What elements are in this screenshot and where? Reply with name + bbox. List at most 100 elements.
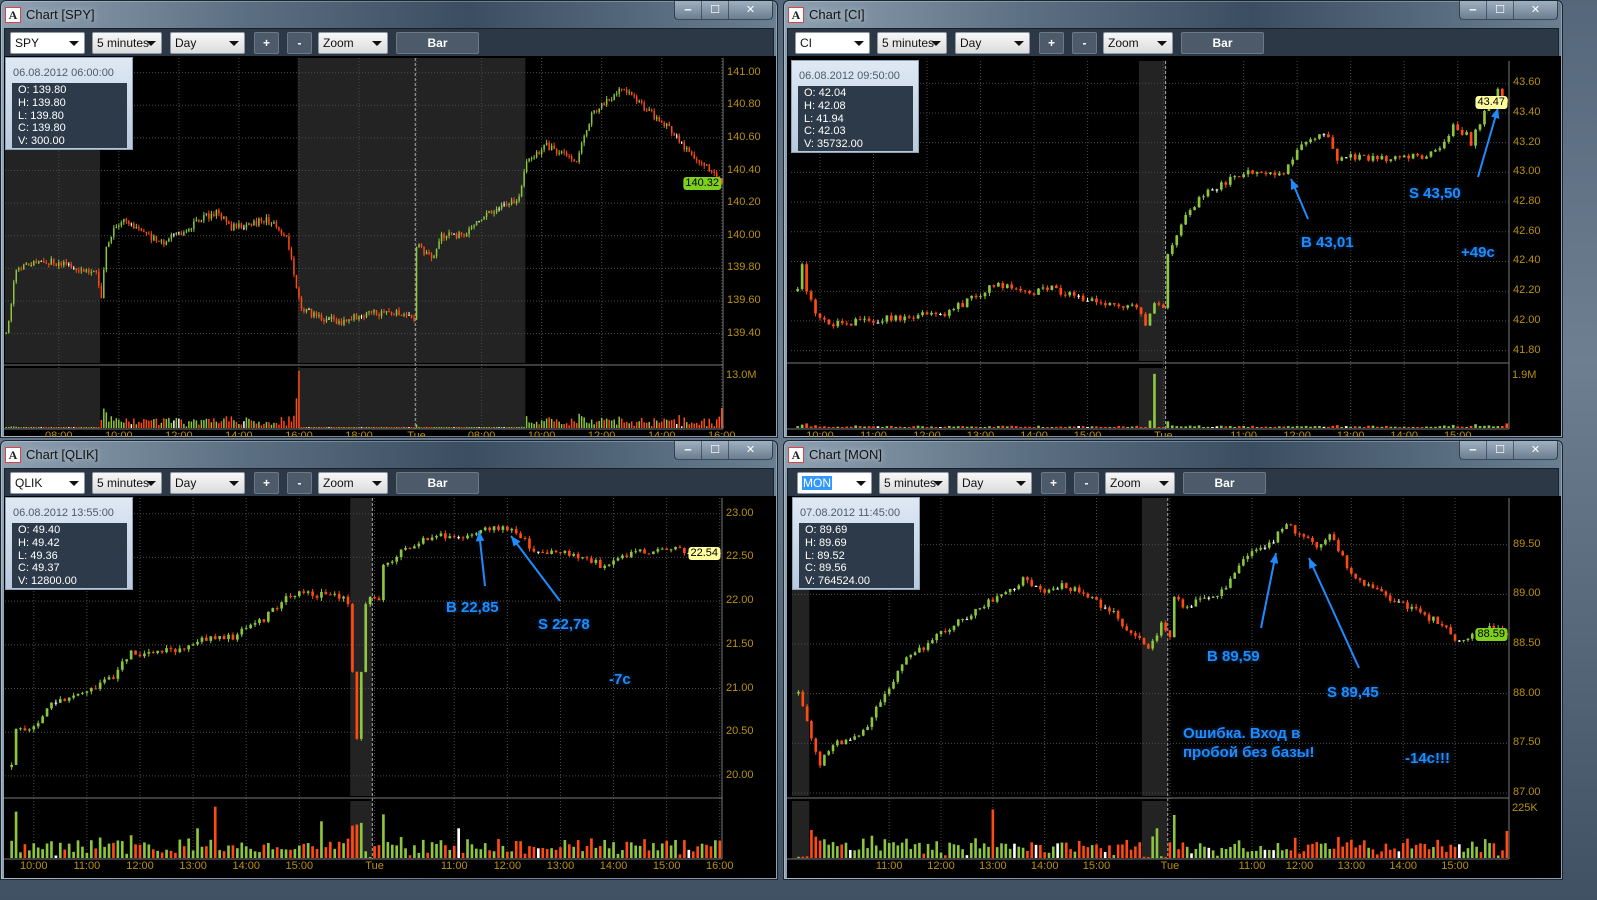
volume-bar <box>468 427 470 428</box>
chart-type-button[interactable]: Bar <box>396 472 479 494</box>
chart-type-button[interactable]: Bar <box>1181 32 1264 54</box>
range-select[interactable]: Day <box>957 472 1032 494</box>
maximize-button[interactable]: ☐ <box>1487 1 1514 19</box>
zoom-select[interactable]: Zoom <box>318 32 388 54</box>
candle <box>183 232 185 236</box>
title-bar[interactable]: A Chart [QLIK] ‒ ☐ ✕ <box>1 441 777 468</box>
minimize-button[interactable]: ‒ <box>1460 1 1487 19</box>
chart-type-button[interactable]: Bar <box>1183 472 1266 494</box>
candle <box>1041 287 1045 289</box>
zoom-in-button[interactable]: + <box>254 472 279 494</box>
volume-bar <box>1026 850 1029 858</box>
interval-select[interactable]: 5 minutes <box>877 32 947 54</box>
candle <box>879 702 882 707</box>
candle <box>603 103 605 105</box>
symbol-select[interactable]: QLIK <box>10 472 85 494</box>
session-shade-volume <box>792 801 810 859</box>
volume-bar <box>1273 426 1277 428</box>
volume-bar <box>530 422 533 428</box>
maximize-button[interactable]: ☐ <box>1487 441 1514 459</box>
interval-select[interactable]: 5 minutes <box>92 472 162 494</box>
candle <box>1273 172 1277 176</box>
minimize-button[interactable]: ‒ <box>675 441 702 459</box>
candle <box>688 147 690 152</box>
volume-bar <box>248 418 250 428</box>
candle <box>405 314 408 316</box>
zoom-in-button[interactable]: + <box>254 32 279 54</box>
candle <box>80 269 83 271</box>
candle <box>1203 597 1206 599</box>
candle <box>492 526 496 531</box>
close-button[interactable]: ✕ <box>1530 443 1541 456</box>
time-axis-label: 12:00 <box>1285 860 1314 872</box>
time-axis-label: 11:00 <box>73 860 101 872</box>
zoom-select[interactable]: Zoom <box>318 472 388 494</box>
volume-bar <box>1255 427 1259 428</box>
volume-bar <box>528 422 530 428</box>
volume-bar <box>718 840 722 858</box>
ohlc-info-panel: 06.08.2012 09:50:00 O: 42.04 H: 42.08 L: 41… <box>791 60 919 153</box>
candle <box>1121 306 1125 308</box>
candle <box>665 548 669 551</box>
volume-bar <box>861 838 865 858</box>
volume-bar <box>658 422 660 428</box>
candle <box>1332 534 1336 541</box>
volume-bar <box>520 426 523 428</box>
volume-bar <box>800 424 804 428</box>
chart-type-button[interactable]: Bar <box>396 32 479 54</box>
volume-bar <box>178 418 180 428</box>
candle <box>1436 616 1440 624</box>
zoom-out-button[interactable]: - <box>287 32 312 54</box>
close-button[interactable]: ✕ <box>745 443 756 456</box>
candle <box>988 285 991 293</box>
candle <box>698 160 700 163</box>
candle <box>313 312 315 317</box>
candle <box>1086 593 1090 598</box>
volume-bar <box>634 845 638 858</box>
candle <box>40 260 43 262</box>
volume-bar <box>473 427 475 428</box>
range-select[interactable]: Day <box>170 32 245 54</box>
zoom-out-button[interactable]: - <box>287 472 312 494</box>
zoom-select[interactable]: Zoom <box>1103 32 1173 54</box>
range-select[interactable]: Day <box>955 32 1030 54</box>
volume-bar <box>598 846 602 858</box>
zoom-out-button[interactable]: - <box>1074 472 1099 494</box>
candle <box>979 296 982 298</box>
volume-bar <box>525 416 528 428</box>
title-bar[interactable]: A Chart [MON] ‒ ☐ ✕ <box>784 441 1562 468</box>
volume-bar <box>535 421 538 428</box>
title-bar[interactable]: A Chart [SPY] ‒ ☐ ✕ <box>1 1 777 28</box>
minimize-button[interactable]: ‒ <box>1460 441 1487 459</box>
interval-select[interactable]: 5 minutes <box>92 32 162 54</box>
symbol-select[interactable]: SPY <box>10 32 85 54</box>
app-logo-icon: A <box>5 447 21 463</box>
range-select[interactable]: Day <box>170 472 245 494</box>
zoom-in-button[interactable]: + <box>1039 32 1064 54</box>
volume-bar <box>1319 843 1323 858</box>
title-bar[interactable]: A Chart [CI] ‒ ☐ ✕ <box>784 1 1562 28</box>
candle <box>1440 623 1444 626</box>
zoom-in-button[interactable]: + <box>1041 472 1066 494</box>
volume-bar <box>1295 426 1299 428</box>
volume-bar <box>572 846 576 858</box>
interval-select[interactable]: 5 minutes <box>879 472 949 494</box>
zoom-select[interactable]: Zoom <box>1105 472 1175 494</box>
close-button[interactable]: ✕ <box>1530 3 1541 16</box>
candle <box>320 314 323 321</box>
minimize-button[interactable]: ‒ <box>675 1 702 19</box>
symbol-select-label: CI <box>800 36 812 50</box>
candle <box>470 534 474 536</box>
volume-bar <box>225 416 228 428</box>
volume-bar <box>673 419 675 428</box>
zoom-out-button[interactable]: - <box>1072 32 1097 54</box>
maximize-button[interactable]: ☐ <box>702 441 729 459</box>
close-button[interactable]: ✕ <box>745 3 756 16</box>
symbol-select[interactable]: CI <box>795 32 870 54</box>
volume-bar <box>1138 842 1141 858</box>
symbol-select[interactable]: MON <box>797 472 872 494</box>
volume-bar <box>143 842 146 858</box>
candle <box>1060 583 1064 589</box>
candle <box>844 739 848 745</box>
maximize-button[interactable]: ☐ <box>702 1 729 19</box>
